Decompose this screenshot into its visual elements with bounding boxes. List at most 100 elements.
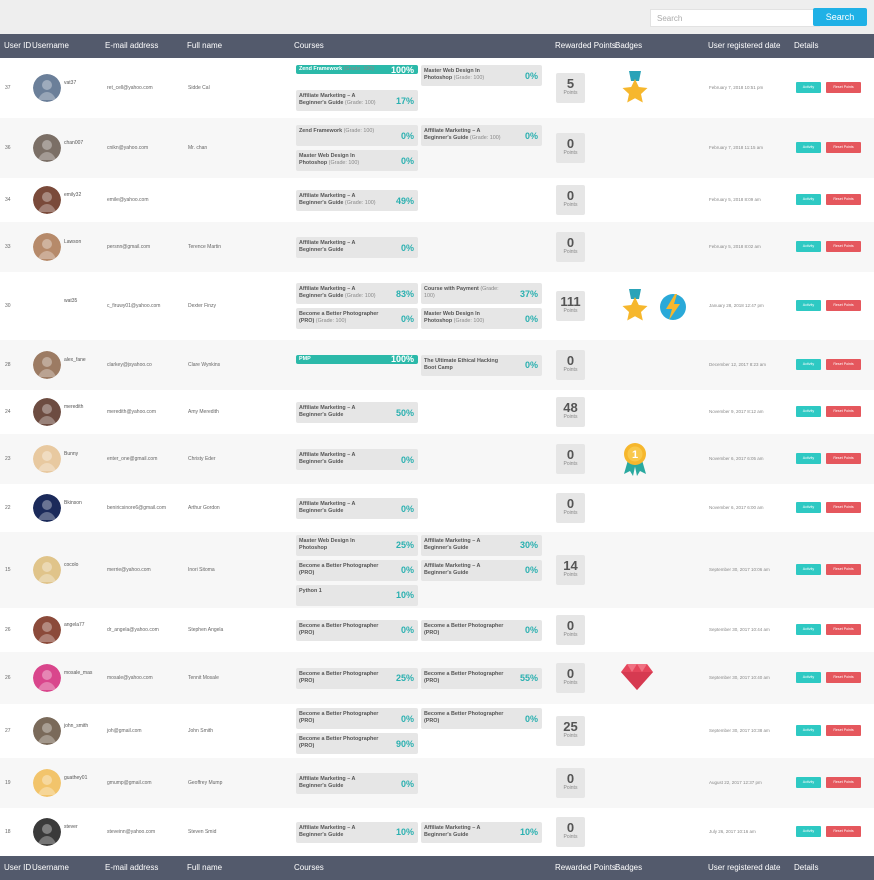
activity-button[interactable]: Activity [796, 453, 821, 464]
search-button[interactable]: Search [813, 8, 867, 26]
col-user-id[interactable]: User ID [4, 41, 32, 50]
reset-points-button[interactable]: Reset Points [826, 82, 861, 93]
avatar[interactable] [33, 556, 61, 584]
username-link[interactable]: meredith [64, 404, 84, 410]
col-email[interactable]: E-mail address [105, 863, 159, 872]
course-progress[interactable]: Become a Better Photographer (PRO) 55% [421, 667, 542, 689]
reset-points-button[interactable]: Reset Points [826, 624, 861, 635]
avatar[interactable] [33, 292, 61, 320]
username-link[interactable]: mosale_mas [64, 670, 93, 676]
course-progress[interactable]: Become a Better Photographer (PRO) 0% [296, 619, 418, 641]
course-progress[interactable]: Master Web Design In Photoshop (Grade: 1… [421, 308, 542, 329]
col-email[interactable]: E-mail address [105, 41, 159, 50]
course-progress[interactable]: Affiliate Marketing – A Beginner's Guide… [296, 449, 418, 470]
reset-points-button[interactable]: Reset Points [826, 241, 861, 252]
course-progress[interactable]: Master Web Design In Photoshop (Grade: 1… [421, 65, 542, 86]
col-points[interactable]: Rewarded Points [555, 863, 616, 872]
course-progress[interactable]: Become a Better Photographer (PRO) 0% [296, 708, 418, 729]
username-link[interactable]: john_smith [64, 723, 89, 729]
course-progress[interactable]: Affiliate Marketing – A Beginner's Guide… [296, 402, 418, 423]
course-progress[interactable]: Become a Better Photographer (PRO) 90% [296, 733, 418, 754]
activity-button[interactable]: Activity [796, 241, 821, 252]
col-registered[interactable]: User registered date [708, 863, 781, 872]
course-progress[interactable]: Affiliate Marketing – A Beginner's Guide… [296, 773, 418, 794]
activity-button[interactable]: Activity [796, 672, 821, 683]
activity-button[interactable]: Activity [796, 725, 821, 736]
course-progress[interactable]: Affiliate Marketing – A Beginner's Guide… [296, 283, 418, 304]
avatar[interactable] [33, 74, 61, 102]
avatar[interactable] [33, 233, 61, 261]
course-progress[interactable]: Become a Better Photographer (PRO) 25% [296, 667, 418, 689]
username-link[interactable]: stever [64, 824, 78, 830]
course-progress[interactable]: Become a Better Photographer (PRO) 0% [421, 619, 542, 641]
course-progress[interactable]: Become a Better Photographer (PRO) 0% [296, 559, 418, 581]
username-link[interactable]: vat37 [64, 80, 77, 86]
course-progress[interactable]: PMP 100% [296, 354, 418, 364]
avatar[interactable] [33, 494, 61, 522]
avatar[interactable] [33, 134, 61, 162]
activity-button[interactable]: Activity [796, 142, 821, 153]
username-link[interactable]: Bkinson [64, 500, 82, 506]
reset-points-button[interactable]: Reset Points [826, 826, 861, 837]
course-progress[interactable]: Affiliate Marketing – A Beginner's Guide… [421, 559, 542, 581]
course-progress[interactable]: Course with Payment (Grade: 100) 37% [421, 283, 542, 304]
course-progress[interactable]: Affiliate Marketing – A Beginner's Guide… [421, 534, 542, 556]
reset-points-button[interactable]: Reset Points [826, 502, 861, 513]
search-input[interactable] [650, 9, 820, 27]
activity-button[interactable]: Activity [796, 82, 821, 93]
avatar[interactable] [33, 445, 61, 473]
col-user-id[interactable]: User ID [4, 863, 32, 872]
course-progress[interactable]: Affiliate Marketing – A Beginner's Guide… [421, 821, 542, 843]
username-link[interactable]: guathey01 [64, 775, 88, 781]
activity-button[interactable]: Activity [796, 826, 821, 837]
col-username[interactable]: Username [32, 863, 69, 872]
username-link[interactable]: Bunny [64, 451, 79, 457]
course-progress[interactable]: Affiliate Marketing – A Beginner's Guide… [296, 821, 418, 843]
course-progress[interactable]: Affiliate Marketing – A Beginner's Guide… [421, 125, 542, 146]
reset-points-button[interactable]: Reset Points [826, 725, 861, 736]
col-username[interactable]: Username [32, 41, 69, 50]
avatar[interactable] [33, 186, 61, 214]
avatar[interactable] [33, 818, 61, 846]
avatar[interactable] [33, 351, 61, 379]
username-link[interactable]: Lawson [64, 239, 82, 245]
col-full-name[interactable]: Full name [187, 41, 223, 50]
course-progress[interactable]: Python 1 10% [296, 584, 418, 606]
reset-points-button[interactable]: Reset Points [826, 359, 861, 370]
activity-button[interactable]: Activity [796, 777, 821, 788]
activity-button[interactable]: Activity [796, 624, 821, 635]
course-progress[interactable]: Affiliate Marketing – A Beginner's Guide… [296, 190, 418, 211]
activity-button[interactable]: Activity [796, 194, 821, 205]
reset-points-button[interactable]: Reset Points [826, 453, 861, 464]
username-link[interactable]: alex_fane [64, 357, 86, 363]
col-points[interactable]: Rewarded Points [555, 41, 616, 50]
course-progress[interactable]: Zend Framework (Grade: 100) 0% [296, 125, 418, 146]
reset-points-button[interactable]: Reset Points [826, 672, 861, 683]
avatar[interactable] [33, 717, 61, 745]
activity-button[interactable]: Activity [796, 359, 821, 370]
activity-button[interactable]: Activity [796, 564, 821, 575]
course-progress[interactable]: Become a Better Photographer (PRO) (Grad… [296, 308, 418, 329]
course-progress[interactable]: Affiliate Marketing – A Beginner's Guide… [296, 498, 418, 519]
course-progress[interactable]: Master Web Design In Photoshop 25% [296, 534, 418, 556]
course-progress[interactable]: Affiliate Marketing – A Beginner's Guide… [296, 237, 418, 258]
reset-points-button[interactable]: Reset Points [826, 406, 861, 417]
avatar[interactable] [33, 769, 61, 797]
username-link[interactable]: cocolo [64, 562, 79, 568]
col-full-name[interactable]: Full name [187, 863, 223, 872]
reset-points-button[interactable]: Reset Points [826, 564, 861, 575]
activity-button[interactable]: Activity [796, 406, 821, 417]
col-registered[interactable]: User registered date [708, 41, 781, 50]
username-link[interactable]: emily32 [64, 192, 82, 198]
course-progress[interactable]: Become a Better Photographer (PRO) 0% [421, 708, 542, 729]
course-progress[interactable]: Zend Framework (Grade: 100) 100% [296, 65, 418, 75]
avatar[interactable] [33, 616, 61, 644]
avatar[interactable] [33, 398, 61, 426]
reset-points-button[interactable]: Reset Points [826, 142, 861, 153]
activity-button[interactable]: Activity [796, 300, 821, 311]
activity-button[interactable]: Activity [796, 502, 821, 513]
username-link[interactable]: wat35 [64, 298, 78, 304]
reset-points-button[interactable]: Reset Points [826, 194, 861, 205]
avatar[interactable] [33, 664, 61, 692]
reset-points-button[interactable]: Reset Points [826, 300, 861, 311]
